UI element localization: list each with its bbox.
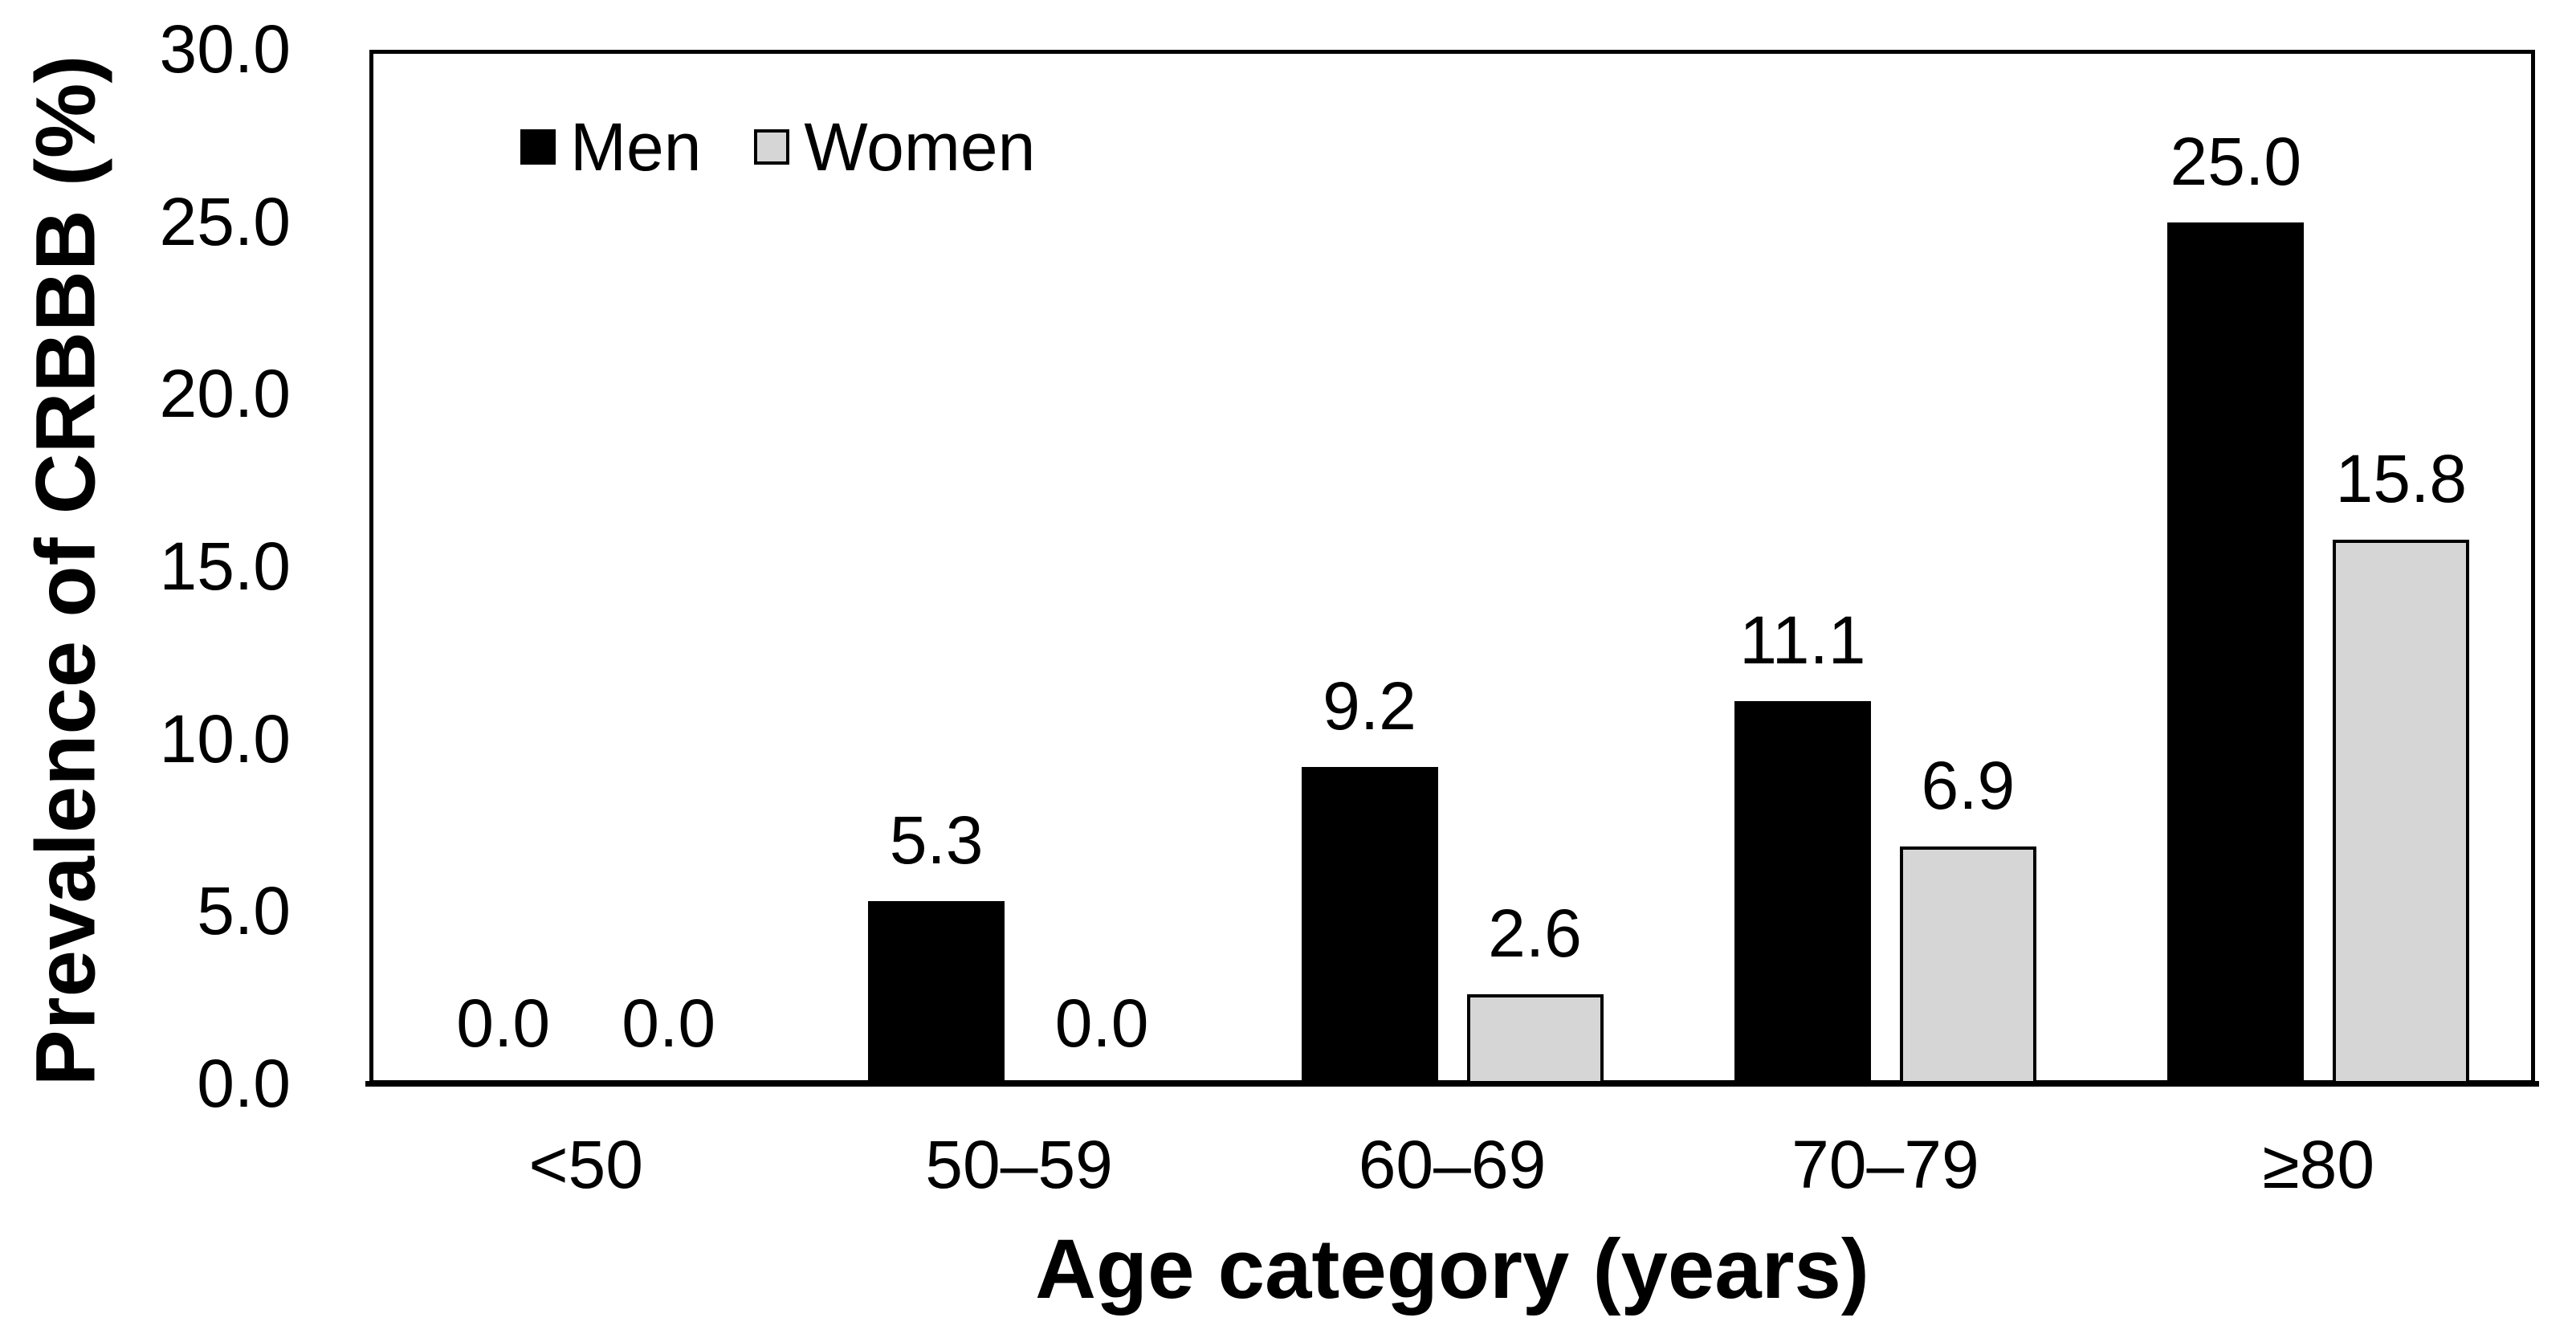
y-tick-label-5.0: 5.0 [197,873,291,949]
y-tick-label-20.0: 20.0 [159,356,291,432]
value-label-women-1: 0.0 [622,985,716,1061]
bar-men-5 [2167,222,2305,1084]
x-tick-label-3: 60–69 [1358,1127,1547,1202]
y-axis-title: Prevalence of CRBBB (%) [18,55,113,1087]
value-label-men-3: 9.2 [1323,668,1416,744]
value-label-men-4: 11.1 [1739,602,1866,679]
x-tick-label-2: 50–59 [925,1127,1113,1202]
legend-men-label: Men [570,109,702,185]
legend-women-label: Women [804,109,1036,185]
value-label-men-5: 25.0 [2170,123,2302,199]
value-label-men-2: 5.3 [889,802,984,879]
value-label-men-1: 0.0 [456,985,551,1061]
y-tick-label-25.0: 25.0 [159,183,291,259]
legend: Men Women [520,111,1035,183]
legend-women-swatch [754,129,790,165]
bar-women-3 [1466,994,1604,1084]
value-label-women-5: 15.8 [2335,440,2468,516]
value-label-women-2: 0.0 [1054,985,1149,1061]
y-tick-label-0.0: 0.0 [197,1046,291,1121]
y-tick-label-10.0: 10.0 [159,700,291,777]
x-axis-line [365,1081,2539,1087]
x-tick-label-5: ≥80 [2262,1127,2375,1202]
value-label-women-3: 2.6 [1488,895,1582,972]
bar-men-2 [868,901,1005,1084]
y-tick-label-30.0: 30.0 [159,11,291,87]
x-tick-label-1: <50 [528,1127,643,1202]
legend-men-swatch [520,129,556,165]
bar-women-5 [2333,539,2470,1084]
bar-men-3 [1301,767,1438,1084]
x-axis-title: Age category (years) [1035,1222,1869,1316]
bar-women-4 [1899,846,2036,1084]
y-tick-label-15.0: 15.0 [159,528,291,604]
x-tick-label-4: 70–79 [1791,1127,1979,1202]
bar-men-4 [1734,701,1871,1084]
value-label-women-4: 6.9 [1921,747,2016,823]
